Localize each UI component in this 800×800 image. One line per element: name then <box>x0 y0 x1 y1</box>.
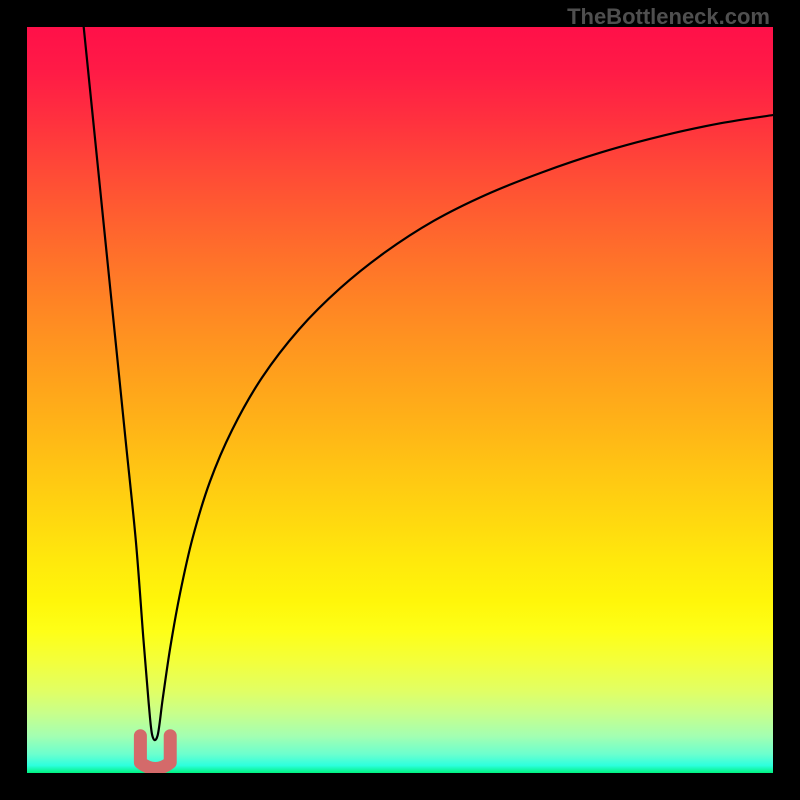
watermark-text: TheBottleneck.com <box>567 4 770 30</box>
curve-layer <box>27 27 773 773</box>
chart-frame: TheBottleneck.com <box>0 0 800 800</box>
bottleneck-curve <box>84 27 773 740</box>
plot-area <box>27 27 773 773</box>
